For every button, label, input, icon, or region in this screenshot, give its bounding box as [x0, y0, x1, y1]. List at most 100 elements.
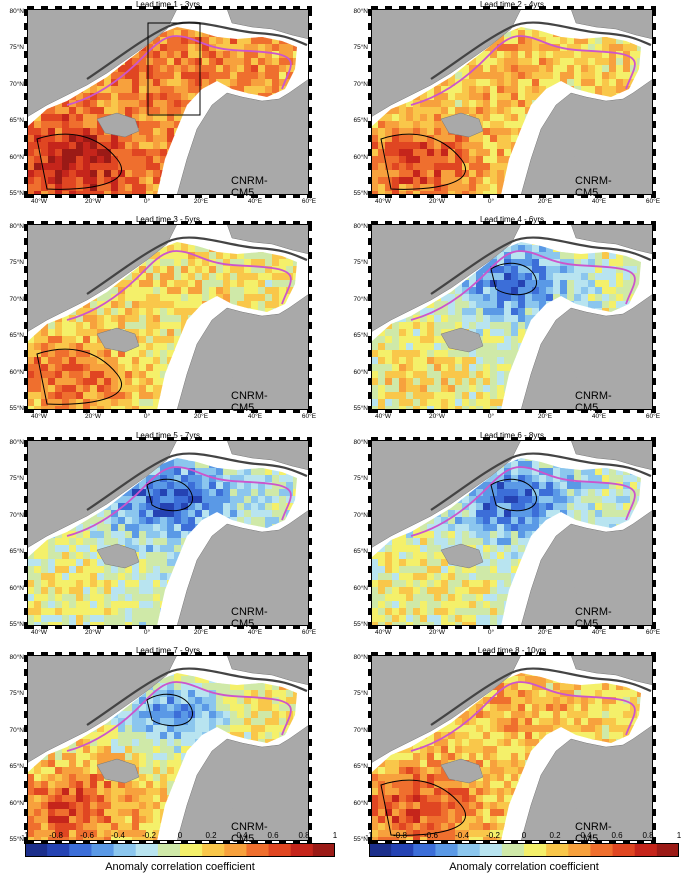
heatmap-cell [146, 259, 154, 267]
heatmap-cell [413, 399, 421, 407]
border-tick [368, 9, 371, 16]
heatmap-cell [132, 399, 140, 407]
border-tick [469, 195, 476, 198]
heatmap-cell [427, 315, 435, 323]
heatmap-cell [378, 392, 386, 400]
heatmap-cell [490, 142, 498, 150]
heatmap-cell [553, 79, 561, 87]
heatmap-cell [413, 343, 421, 351]
heatmap-cell [272, 51, 280, 59]
heatmap-cell [132, 100, 140, 108]
heatmap-cell [90, 329, 98, 337]
heatmap-cell [504, 343, 512, 351]
heatmap-cell [413, 149, 421, 157]
heatmap-cell [532, 44, 540, 52]
border-tick [309, 37, 312, 44]
heatmap-cell [153, 37, 161, 45]
heatmap-cell [139, 385, 147, 393]
heatmap-cell [153, 107, 161, 115]
heatmap-cell [371, 191, 379, 195]
heatmap-cell [167, 280, 175, 288]
heatmap-cell [469, 142, 477, 150]
heatmap-cell [441, 322, 449, 330]
heatmap-cell [399, 142, 407, 150]
heatmap-cell [237, 273, 245, 281]
heatmap-cell [132, 65, 140, 73]
heatmap-cell [553, 37, 561, 45]
border-tick [441, 410, 448, 413]
heatmap-cell [434, 385, 442, 393]
heatmap-cell [146, 308, 154, 316]
heatmap-cell [511, 315, 519, 323]
border-tick [368, 163, 371, 170]
heatmap-cell [511, 266, 519, 274]
heatmap-cell [83, 357, 91, 365]
heatmap-cell [223, 259, 231, 267]
heatmap-cell [251, 79, 259, 87]
heatmap-cell [392, 364, 400, 372]
heatmap-cell [476, 149, 484, 157]
heatmap-cell [139, 86, 147, 94]
lon-tick-label: 40°W [375, 413, 391, 420]
border-tick [413, 221, 420, 224]
heatmap-cell [497, 322, 505, 330]
heatmap-cell [399, 364, 407, 372]
heatmap-cell [504, 252, 512, 260]
heatmap-cell [455, 93, 463, 101]
heatmap-cell [293, 51, 297, 59]
border-tick [623, 195, 630, 198]
heatmap-cell [378, 191, 386, 195]
heatmap-cell [469, 79, 477, 87]
heatmap-cell [476, 156, 484, 164]
heatmap-cell [490, 315, 498, 323]
heatmap-cell [546, 65, 554, 73]
heatmap-cell [539, 30, 547, 38]
heatmap-cell [48, 128, 56, 136]
heatmap-cell [55, 378, 63, 386]
heatmap-cell [504, 322, 512, 330]
heatmap-cell [244, 65, 252, 73]
heatmap-cell [34, 191, 42, 195]
heatmap-cell [62, 399, 70, 407]
heatmap-cell [167, 245, 175, 253]
heatmap-cell [195, 294, 203, 302]
heatmap-cell [174, 107, 182, 115]
border-tick [309, 406, 312, 413]
heatmap-cell [139, 121, 147, 129]
heatmap-cell [546, 294, 554, 302]
lat-tick-label: 70°N [353, 80, 368, 88]
heatmap-cell [90, 142, 98, 150]
heatmap-cell [90, 107, 98, 115]
heatmap-cell [462, 301, 470, 309]
heatmap-cell [525, 44, 533, 52]
heatmap-cell [160, 100, 168, 108]
heatmap-cell [448, 170, 456, 178]
border-tick [279, 221, 286, 224]
heatmap-cell [623, 58, 631, 66]
heatmap-cell [455, 315, 463, 323]
heatmap-cell [34, 114, 42, 122]
heatmap-cell [490, 135, 498, 143]
heatmap-cell [90, 378, 98, 386]
heatmap-cell [104, 156, 112, 164]
heatmap-cell [434, 392, 442, 400]
heatmap-cell [469, 350, 477, 358]
heatmap-cell [237, 37, 245, 45]
heatmap-cell [490, 371, 498, 379]
heatmap-cell [532, 287, 540, 295]
heatmap-cell [167, 107, 175, 115]
heatmap-cell [258, 65, 266, 73]
heatmap-cell [420, 315, 428, 323]
svalbard-land [226, 9, 309, 40]
heatmap-cell [630, 287, 638, 295]
heatmap-cell [385, 399, 393, 407]
heatmap-cell [272, 37, 280, 45]
heatmap-cell [27, 142, 35, 150]
heatmap-cell [209, 72, 217, 80]
heatmap-cell [223, 252, 231, 260]
heatmap-cell [623, 65, 631, 73]
heatmap-cell [406, 364, 414, 372]
heatmap-cell [48, 191, 56, 195]
border-tick [653, 266, 656, 273]
heatmap-cell [251, 44, 259, 52]
